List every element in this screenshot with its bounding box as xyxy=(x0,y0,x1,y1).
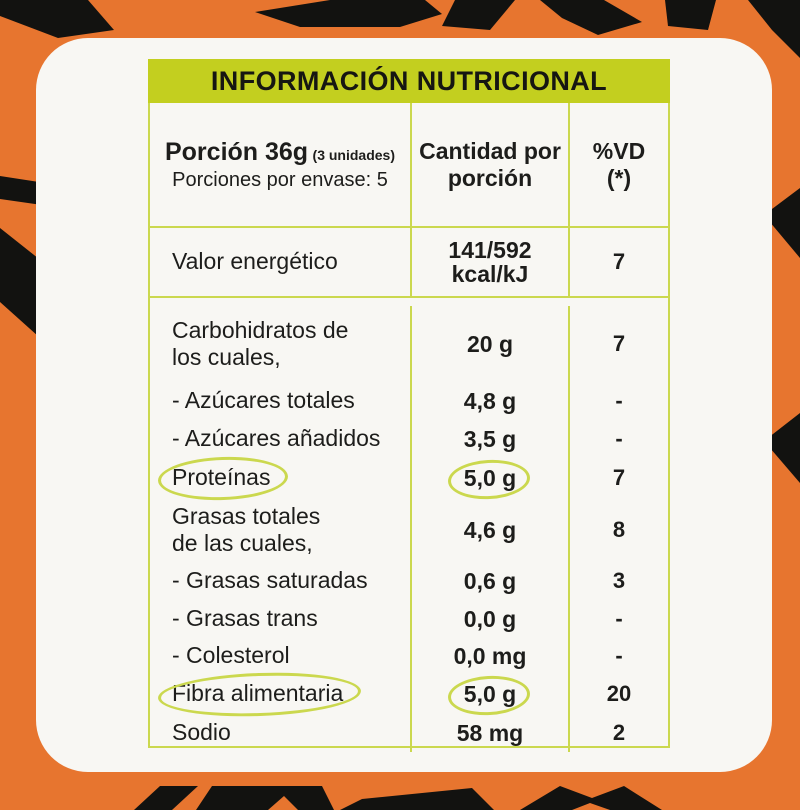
table-row: Grasas totales de las cuales, 4,6 g 8 xyxy=(150,498,668,562)
row-label: Proteínas xyxy=(172,464,271,491)
row-label: Carbohidratos de los cuales, xyxy=(172,316,349,370)
row-label: - Azúcares añadidos xyxy=(172,425,381,452)
highlight-circle: 5,0 g xyxy=(463,680,517,707)
portion-size: Porción 36g xyxy=(164,137,309,166)
table-row: - Grasas saturadas 0,6 g 3 xyxy=(150,562,668,600)
page-title: INFORMACIÓN NUTRICIONAL xyxy=(210,65,608,96)
amount-column-label: Cantidad por porción xyxy=(419,138,561,191)
nutrition-table: Porción 36g (3 unidades) Porciones por e… xyxy=(148,103,670,752)
header-dv-cell: %VD (*) xyxy=(570,103,668,226)
row-value: 141/592 kcal/kJ xyxy=(448,236,532,287)
row-dv: 2 xyxy=(612,720,626,745)
row-value: 20 g xyxy=(466,330,514,357)
highlight-circle: Fibra alimentaria xyxy=(172,680,343,707)
row-dv: 3 xyxy=(612,568,626,593)
row-label: Grasas totales de las cuales, xyxy=(172,502,321,556)
row-dv: 7 xyxy=(612,249,626,274)
row-label: - Azúcares totales xyxy=(172,387,355,414)
table-row: - Grasas trans 0,0 g - xyxy=(150,600,668,638)
table-body: Carbohidratos de los cuales, 20 g 7 - Az… xyxy=(150,298,668,752)
row-dv: 7 xyxy=(612,331,626,356)
header-portion-cell: Porción 36g (3 unidades) Porciones por e… xyxy=(150,103,410,226)
table-row-proteins-highlighted: Proteínas 5,0 g 7 xyxy=(150,458,668,498)
row-dv: 20 xyxy=(606,681,632,706)
nutrition-card: INFORMACIÓN NUTRICIONAL Porción 36g (3 u… xyxy=(36,38,772,772)
row-dv: - xyxy=(615,426,623,451)
dv-column-label: %VD (*) xyxy=(592,138,646,191)
row-dv: 7 xyxy=(612,465,626,490)
table-row: - Colesterol 0,0 mg - xyxy=(150,638,668,674)
row-value: 0,6 g xyxy=(463,567,517,594)
row-label: Valor energético xyxy=(172,248,338,275)
portion-units-note: (3 unidades) xyxy=(312,146,395,163)
row-dv: - xyxy=(615,388,623,413)
row-label: - Grasas trans xyxy=(172,605,318,632)
highlight-circle: 5,0 g xyxy=(463,464,517,491)
row-dv: - xyxy=(615,643,623,668)
row-dv: 8 xyxy=(612,517,626,542)
table-row: Carbohidratos de los cuales, 20 g 7 xyxy=(150,306,668,382)
row-label: Sodio xyxy=(172,719,231,746)
row-value: 0,0 mg xyxy=(453,642,527,669)
table-row: Sodio 58 mg 2 xyxy=(150,714,668,752)
table-row: - Azúcares añadidos 3,5 g - xyxy=(150,420,668,458)
row-value: 5,0 g xyxy=(463,464,517,491)
row-value: 0,0 g xyxy=(463,605,517,632)
highlight-circle: Proteínas xyxy=(172,464,270,491)
row-dv: - xyxy=(615,606,623,631)
row-label: - Colesterol xyxy=(172,642,290,669)
table-row: - Azúcares totales 4,8 g - xyxy=(150,382,668,420)
row-value: 4,6 g xyxy=(463,516,517,543)
title-bar: INFORMACIÓN NUTRICIONAL xyxy=(148,59,670,103)
row-label: Fibra alimentaria xyxy=(172,680,344,707)
table-header-row: Porción 36g (3 unidades) Porciones por e… xyxy=(150,103,668,228)
row-value: 58 mg xyxy=(456,719,524,746)
row-value: 4,8 g xyxy=(463,387,517,414)
table-row-fiber-highlighted: Fibra alimentaria 5,0 g 20 xyxy=(150,674,668,714)
row-value: 3,5 g xyxy=(463,425,517,452)
row-value: 5,0 g xyxy=(463,680,517,707)
row-label: - Grasas saturadas xyxy=(172,567,368,594)
header-amount-cell: Cantidad por porción xyxy=(410,103,570,226)
servings-per-pack: Porciones por envase: 5 xyxy=(172,168,388,191)
portion-line: Porción 36g (3 unidades) xyxy=(165,138,395,167)
table-row-energy: Valor energético 141/592 kcal/kJ 7 xyxy=(150,228,668,298)
